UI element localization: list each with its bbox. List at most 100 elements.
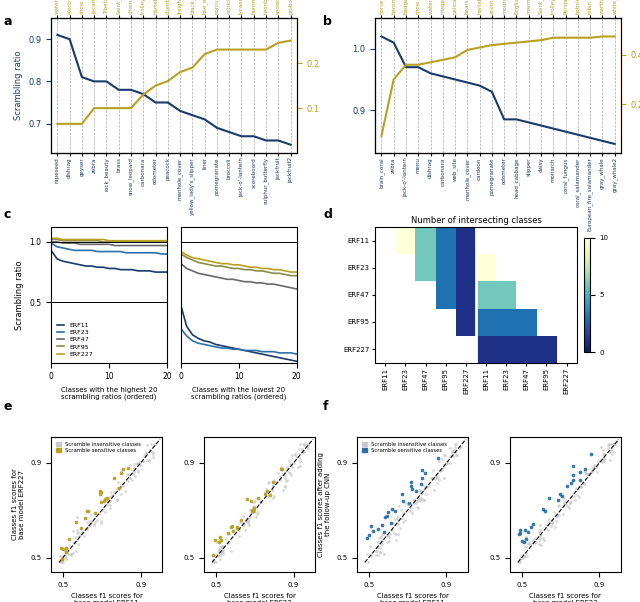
ERF23 [93, 248, 101, 255]
Point [76, 523, 86, 533]
Line: ERF227: ERF227 [51, 238, 167, 241]
Point [412, 497, 422, 506]
Point [519, 538, 529, 547]
Point [118, 481, 129, 491]
Point [82, 523, 92, 533]
ERF23 [235, 346, 243, 353]
Point [129, 459, 139, 469]
Point [543, 514, 554, 524]
ERF11 [258, 350, 266, 358]
Point [90, 509, 100, 518]
ERF11 [218, 342, 225, 349]
Point [98, 504, 108, 514]
Point [541, 520, 552, 530]
ERF23 [65, 246, 72, 253]
Point [448, 446, 458, 456]
Point [565, 498, 575, 507]
Point [209, 556, 220, 566]
Point [285, 460, 296, 470]
Point [416, 488, 426, 498]
Point [65, 550, 76, 559]
Point [116, 489, 126, 499]
Point [294, 445, 304, 455]
Text: a: a [3, 15, 12, 28]
ERF23 [59, 244, 67, 252]
Point [123, 470, 133, 480]
Point [60, 551, 70, 560]
Text: b: b [323, 15, 332, 28]
Point [61, 548, 71, 557]
Point [589, 461, 599, 470]
ERF23 [212, 343, 220, 350]
Point [362, 533, 372, 543]
Point [534, 535, 544, 545]
Point [249, 501, 259, 511]
Point [515, 528, 525, 538]
Legend: Scramble insensitive classes, Scramble sensitive classes: Scramble insensitive classes, Scramble s… [360, 439, 449, 455]
Point [528, 520, 538, 529]
Point [224, 537, 234, 547]
ERF227 [76, 236, 84, 243]
ERF47 [241, 278, 248, 285]
Point [408, 495, 419, 504]
ERF11 [189, 331, 196, 338]
Point [524, 538, 534, 548]
ERF47 [252, 279, 260, 287]
X-axis label: Classes with the lowest 20
scrambling ratios (ordered): Classes with the lowest 20 scrambling ra… [191, 387, 287, 400]
ERF95 [99, 238, 107, 246]
Point [373, 542, 383, 552]
Point [390, 515, 400, 524]
ERF95 [212, 262, 220, 270]
ERF11 [246, 348, 254, 355]
Point [522, 551, 532, 561]
Point [243, 514, 253, 523]
Point [107, 491, 117, 500]
Point [535, 530, 545, 539]
Point [81, 514, 92, 523]
Point [129, 464, 139, 473]
Point [223, 530, 234, 539]
Point [580, 468, 591, 477]
Point [392, 514, 403, 524]
ERF227 [287, 268, 295, 276]
Point [399, 508, 409, 518]
ERF11 [117, 266, 125, 273]
Point [599, 454, 609, 464]
Point [252, 512, 262, 521]
Point [384, 532, 394, 542]
ERF47 [223, 276, 231, 283]
Point [115, 480, 125, 489]
Point [130, 471, 140, 481]
Point [438, 462, 449, 471]
Point [527, 536, 538, 546]
Line: ERF95: ERF95 [181, 254, 297, 276]
Point [244, 506, 255, 515]
Point [88, 520, 99, 529]
Point [281, 476, 291, 486]
Point [588, 464, 598, 473]
Point [372, 524, 383, 534]
Point [148, 447, 158, 457]
Point [216, 548, 226, 558]
Point [300, 439, 310, 448]
Point [605, 439, 616, 448]
Point [102, 496, 112, 506]
Point [248, 503, 259, 513]
Point [86, 510, 96, 520]
X-axis label: Classes f1 scores for
base model ERF23: Classes f1 scores for base model ERF23 [223, 593, 296, 602]
Point [529, 533, 540, 543]
ERF11 [140, 267, 148, 275]
Point [100, 494, 110, 504]
Y-axis label: Scrambling ratio: Scrambling ratio [15, 260, 24, 330]
Point [546, 521, 556, 531]
Point [586, 466, 596, 476]
Point [116, 466, 126, 476]
Point [434, 475, 444, 485]
Point [268, 481, 278, 491]
Point [598, 450, 608, 459]
ERF227 [177, 248, 185, 255]
Point [394, 512, 404, 522]
Point [253, 493, 263, 503]
Point [382, 510, 392, 520]
Point [141, 447, 151, 456]
